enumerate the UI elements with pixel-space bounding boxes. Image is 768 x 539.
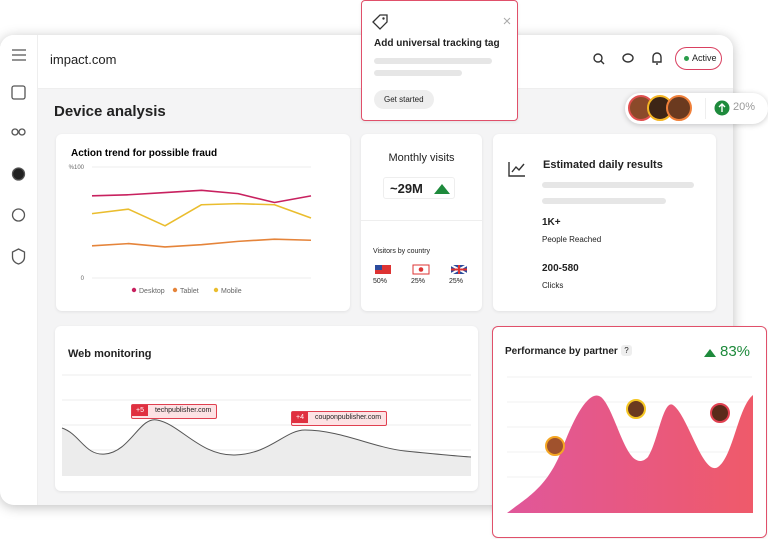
flag-us (375, 265, 391, 274)
metric-label: Clicks (542, 281, 564, 290)
sidebar-icons (11, 49, 26, 265)
legend-dot (131, 287, 137, 293)
performance-chart (507, 376, 753, 513)
country-share: 25% (449, 278, 464, 285)
web-line (61, 419, 472, 458)
close-button[interactable] (502, 16, 512, 26)
shield-icon[interactable] (11, 248, 26, 265)
placeholder-bar (374, 70, 462, 76)
dashboard-icon[interactable] (11, 85, 26, 100)
performance-title: Performance by partner (505, 346, 618, 357)
web-title: Web monitoring (68, 348, 152, 360)
estimated-title: Estimated daily results (543, 159, 663, 171)
status-pill[interactable]: Active (675, 47, 722, 70)
header-icons (593, 52, 662, 65)
bell-icon[interactable] (652, 52, 662, 65)
country-share: 25% (411, 278, 426, 285)
explore-icon[interactable] (11, 167, 26, 181)
y-tick-label: %100 (69, 165, 85, 171)
series-line (91, 238, 312, 248)
divider (705, 98, 706, 119)
up-arrow (434, 184, 450, 194)
trend-icon (508, 162, 525, 177)
bolt-icon[interactable] (11, 208, 26, 222)
legend-dot (172, 287, 178, 293)
page-title: Device analysis (54, 103, 166, 120)
flags (375, 264, 468, 275)
legend-dot (213, 287, 219, 293)
tag-name: techpublisher.com (154, 407, 212, 414)
avatar (545, 436, 565, 456)
web-card: Web monitoring +5 techpublisher.com +4 c… (55, 326, 478, 491)
series-line (91, 189, 312, 204)
performance-area (507, 395, 753, 513)
placeholder-bar (542, 198, 666, 204)
tag-count: +5 (132, 405, 148, 416)
visits-value: ~29M (390, 181, 423, 196)
people-icon[interactable] (11, 128, 19, 136)
fraud-card: Action trend for possible fraud %100 0 Desk… (56, 134, 350, 311)
visits-box: ~29M (383, 177, 455, 199)
estimated-card: Estimated daily results 1K+ People Reach… (493, 134, 716, 311)
help-badge[interactable]: ? (621, 345, 632, 356)
tag: +4 couponpublisher.com (291, 411, 388, 426)
up-circle (714, 100, 730, 116)
country-title: Visitors by country (373, 248, 431, 255)
avatars-pill: 20% (625, 93, 768, 124)
metric-value: 200-580 (542, 263, 579, 274)
country-share: 50% (373, 278, 388, 285)
search-icon[interactable] (593, 53, 603, 63)
web-curve (61, 374, 472, 476)
avatar (710, 403, 730, 423)
avatar (626, 399, 646, 419)
legend-label: Mobile (221, 288, 242, 295)
chat-icon[interactable] (622, 53, 634, 63)
visits-card: Monthly visits ~29M Visitors by country … (361, 134, 482, 311)
placeholder-bar (374, 58, 492, 64)
tag-name: couponpublisher.com (314, 414, 382, 421)
metric-label: People Reached (542, 235, 602, 244)
badge-value: 20% (733, 101, 756, 113)
status-label: Active (692, 53, 717, 63)
visits-title: Monthly visits (388, 152, 455, 164)
tag: +5 techpublisher.com (131, 404, 218, 419)
performance-card: Performance by partner ? 83% (492, 326, 767, 538)
popup-title: Add universal tracking tag (374, 38, 500, 49)
logo[interactable]: impact.com (50, 52, 117, 67)
divider (361, 220, 482, 221)
status-dot (684, 56, 689, 61)
tag-count: +4 (292, 412, 308, 423)
tag-icon (372, 14, 388, 30)
chart-title: Action trend for possible fraud (71, 148, 217, 159)
y-tick-label: 0 (81, 276, 85, 282)
get-started-button[interactable]: Get started (374, 90, 434, 109)
up-arrow (704, 349, 716, 357)
series-line (91, 202, 312, 227)
avatar (666, 95, 692, 121)
web-area (62, 419, 471, 476)
sidebar (0, 35, 38, 505)
legend-label: Tablet (180, 288, 199, 295)
metric-value: 1K+ (542, 217, 561, 228)
placeholder-bar (542, 182, 694, 188)
legend-label: Desktop (139, 288, 165, 295)
performance-change: 83% (720, 343, 751, 360)
fraud-chart: Action trend for possible fraud %100 0 Desk… (69, 148, 312, 295)
menu-icon[interactable] (12, 49, 26, 61)
tracking-popup: Add universal tracking tag Get started (361, 0, 518, 121)
